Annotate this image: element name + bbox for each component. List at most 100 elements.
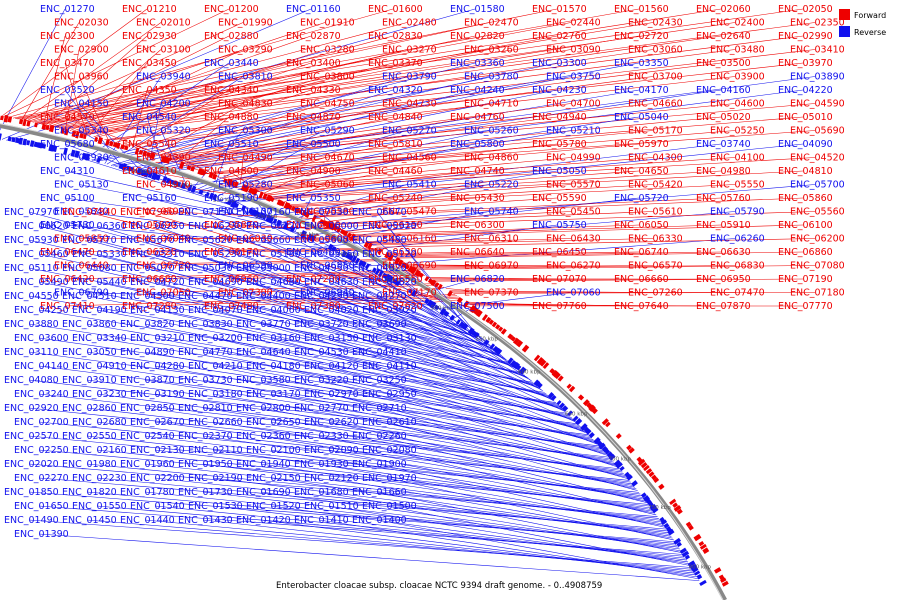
reverse-gene-mark [96,156,101,163]
gene-label: ENC_04980 [696,166,751,177]
label-connector [37,22,654,124]
reverse-gene-mark [230,200,237,209]
label-connector [64,89,125,170]
label-connector [94,62,558,162]
gene-label: ENC_04350 [122,85,177,96]
gene-label: ENC_04210 [188,361,243,372]
reverse-gene-mark [410,289,418,297]
gene-label: ENC_04680 [246,277,301,288]
label-connector [47,35,230,126]
label-connector [164,103,572,158]
label-connector [434,278,804,282]
gene-label: ENC_05560 [790,207,845,218]
gene-label: ENC_07060 [546,288,601,299]
reverse-gene-mark [310,235,317,242]
label-connector [86,351,580,426]
gene-label: ENC_05450 [546,207,601,218]
forward-gene-mark [702,547,710,554]
label-connector [328,421,637,490]
gene-label: ENC_05690 [790,126,845,137]
gene-label: ENC_05240 [368,193,423,204]
gene-label: ENC_04200 [136,99,191,110]
gene-label: ENC_03260 [464,45,519,56]
reverse-gene-mark [52,145,58,152]
label-connector [260,351,585,431]
label-connector [376,379,609,456]
forward-gene-mark [591,407,598,415]
gene-label: ENC_01580 [450,4,505,15]
gene-label: ENC_05850 [54,234,109,245]
label-connector [273,170,722,199]
label-connector [74,49,408,133]
gene-label: ENC_06550 [368,274,423,285]
label-connector [212,421,634,486]
gene-label: ENC_05290 [300,126,355,137]
label-connector [318,323,565,411]
forward-gene-mark [149,152,156,160]
label-connector [386,365,598,445]
gene-label: ENC_06330 [628,234,683,245]
forward-gene-mark [142,150,148,157]
gene-label: ENC_04810 [778,166,833,177]
label-connector [160,130,189,190]
forward-gene-mark [498,326,504,332]
reverse-gene-mark [593,437,601,445]
label-connector [386,281,532,382]
label-connector [328,281,530,380]
gene-label: ENC_04270 [352,291,407,302]
map-caption: Enterobacter cloacae subsp. cloacae NCTC… [276,581,602,591]
gene-label: ENC_03480 [710,45,765,56]
forward-gene-mark [190,166,196,172]
gene-label: ENC_02120 [304,473,359,484]
gene-label: ENC_07840 [62,207,117,218]
gene-label: ENC_04180 [246,361,301,372]
label-connector [86,295,535,384]
label-connector [217,143,476,201]
gene-label: ENC_06450 [532,247,587,258]
gene-label: ENC_07380 [286,301,341,312]
gene-label: ENC_03940 [136,72,191,83]
label-connector [50,35,312,127]
label-connector [260,407,626,476]
reverse-gene-mark [673,537,681,545]
gene-label: ENC_02550 [62,431,117,442]
reverse-gene-mark [507,357,514,365]
label-connector [166,103,654,159]
reverse-gene-mark [489,343,496,350]
forward-gene-mark [554,372,561,380]
label-connector [242,157,326,186]
gene-label: ENC_06200 [790,234,845,245]
gene-label: ENC_01690 [236,487,291,498]
gene-label: ENC_02660 [188,417,243,428]
tick-label: 300 kbp [255,214,278,220]
label-connector [267,170,476,196]
gene-label: ENC_02800 [236,403,291,414]
forward-gene-mark [640,462,648,469]
forward-gene-mark [201,169,207,176]
forward-gene-mark [251,188,258,196]
gene-label: ENC_06050 [614,220,669,231]
gene-label: ENC_07960 [120,207,175,218]
gene-label: ENC_03880 [4,319,59,330]
gene-label: ENC_02360 [236,431,291,442]
label-connector [260,170,558,218]
reverse-gene-mark [606,451,614,459]
forward-gene-mark [481,314,488,321]
gene-label: ENC_05700 [790,180,845,191]
reverse-gene-mark [290,225,296,233]
gene-label: ENC_05310 [130,249,185,260]
gene-label: ENC_02930 [122,31,177,42]
reverse-gene-mark [272,218,278,225]
reverse-gene-mark [169,179,175,185]
gene-label: ENC_03730 [178,375,233,386]
reverse-gene-mark [689,563,698,571]
label-connector [211,143,230,199]
label-connector [65,49,80,130]
label-connector [115,76,326,143]
reverse-gene-mark [11,136,16,143]
gene-label: ENC_06740 [614,247,669,258]
gene-label: ENC_02370 [178,431,233,442]
forward-gene-mark [18,119,24,125]
forward-gene-mark [447,290,453,297]
forward-gene-mark [63,128,69,136]
